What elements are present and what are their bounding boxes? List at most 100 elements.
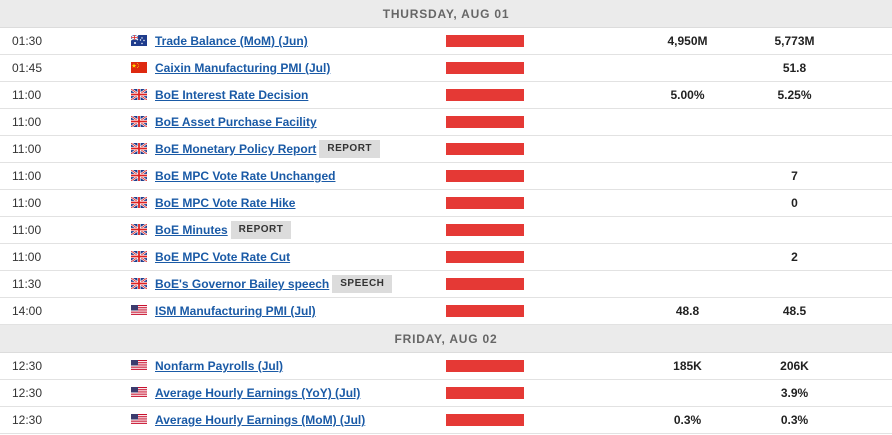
- event-name-cell: Average Hourly Earnings (YoY) (Jul): [155, 380, 360, 406]
- value-column-1: [640, 244, 735, 270]
- event-link[interactable]: BoE's Governor Bailey speech: [155, 277, 330, 291]
- event-row: 12:30 Nonfarm Payrolls (Jul) 185K 206K: [0, 353, 892, 380]
- value-column-1: 5.00%: [670, 88, 705, 102]
- event-link[interactable]: BoE MPC Vote Rate Hike: [155, 196, 296, 210]
- impact-bar: [446, 197, 524, 209]
- impact-bar: [446, 143, 524, 155]
- uk-flag-icon: [131, 278, 147, 289]
- event-name-cell: Average Hourly Earnings (MoM) (Jul): [155, 407, 365, 433]
- event-time: 11:00: [12, 196, 42, 210]
- event-name-cell: BoE MPC Vote Rate Unchanged: [155, 163, 335, 189]
- value-column-1: [640, 55, 735, 81]
- event-name-cell: BoE Asset Purchase Facility: [155, 109, 317, 135]
- uk-flag-icon: [131, 197, 147, 208]
- event-row: 01:45 Caixin Manufacturing PMI (Jul) 51.8: [0, 55, 892, 82]
- event-link[interactable]: ISM Manufacturing PMI (Jul): [155, 304, 316, 318]
- value-column-2: 5.25%: [777, 88, 812, 102]
- value-column-1: 48.8: [675, 304, 700, 318]
- cn-flag-icon: [131, 62, 147, 73]
- event-link[interactable]: BoE MPC Vote Rate Unchanged: [155, 169, 336, 183]
- event-link[interactable]: BoE Asset Purchase Facility: [155, 115, 317, 129]
- uk-flag-icon: [131, 170, 147, 181]
- event-time: 11:00: [12, 250, 42, 264]
- event-row: 14:00 ISM Manufacturing PMI (Jul) 48.8 48.5: [0, 298, 892, 325]
- impact-bar: [446, 116, 524, 128]
- uk-flag-icon: [131, 224, 147, 235]
- impact-bar: [446, 387, 524, 399]
- event-link[interactable]: Nonfarm Payrolls (Jul): [155, 359, 284, 373]
- day-header: FRIDAY, AUG 02: [0, 325, 892, 353]
- event-row: 11:00 BoE Asset Purchase Facility: [0, 109, 892, 136]
- event-link[interactable]: Trade Balance (MoM) (Jun): [155, 34, 308, 48]
- value-column-2: 206K: [780, 359, 809, 373]
- event-time: 01:45: [12, 61, 43, 75]
- event-row: 11:00 BoE Minutes REPORT: [0, 217, 892, 244]
- event-link[interactable]: BoE MPC Vote Rate Cut: [155, 250, 291, 264]
- day-header: THURSDAY, AUG 01: [0, 0, 892, 28]
- event-time: 11:00: [12, 142, 42, 156]
- impact-bar: [446, 360, 524, 372]
- value-column-1: [640, 163, 735, 189]
- value-column-1: [640, 271, 735, 297]
- impact-bar: [446, 89, 524, 101]
- value-column-1: [640, 136, 735, 162]
- event-time: 14:00: [12, 304, 43, 318]
- event-tag-button[interactable]: REPORT: [319, 140, 381, 158]
- uk-flag-icon: [131, 143, 147, 154]
- value-column-2: 0: [791, 196, 798, 210]
- event-row: 11:00 BoE MPC Vote Rate Hike 0: [0, 190, 892, 217]
- event-name-cell: BoE Interest Rate Decision: [155, 82, 308, 108]
- event-row: 11:00 BoE MPC Vote Rate Unchanged 7: [0, 163, 892, 190]
- value-column-1: 4,950M: [667, 34, 708, 48]
- impact-bar: [446, 414, 524, 426]
- impact-bar: [446, 62, 524, 74]
- event-link[interactable]: Caixin Manufacturing PMI (Jul): [155, 61, 331, 75]
- event-time: 12:30: [12, 413, 43, 427]
- us-flag-icon: [131, 305, 147, 316]
- value-column-2: 48.5: [782, 304, 807, 318]
- event-link[interactable]: BoE Minutes: [155, 223, 228, 237]
- event-link[interactable]: Average Hourly Earnings (MoM) (Jul): [155, 413, 366, 427]
- impact-bar: [446, 278, 524, 290]
- event-row: 12:30 Average Hourly Earnings (YoY) (Jul)…: [0, 380, 892, 407]
- value-column-1: 0.3%: [673, 413, 702, 427]
- event-link[interactable]: Average Hourly Earnings (YoY) (Jul): [155, 386, 361, 400]
- event-tag-button[interactable]: REPORT: [230, 221, 292, 239]
- event-time: 11:00: [12, 88, 42, 102]
- event-row: 11:30 BoE's Governor Bailey speech SPEECH: [0, 271, 892, 298]
- event-row: 12:30 Average Hourly Earnings (MoM) (Jul)…: [0, 407, 892, 434]
- event-time: 01:30: [12, 34, 43, 48]
- event-name-cell: ISM Manufacturing PMI (Jul): [155, 298, 316, 324]
- event-row: 01:30 Trade Balance (MoM) (Jun) 4,950M 5,77…: [0, 28, 892, 55]
- impact-bar: [446, 224, 524, 236]
- event-time: 11:00: [12, 115, 42, 129]
- event-row: 11:00 BoE Interest Rate Decision 5.00% 5.25…: [0, 82, 892, 109]
- event-link[interactable]: BoE Interest Rate Decision: [155, 88, 309, 102]
- uk-flag-icon: [131, 251, 147, 262]
- event-name-cell: BoE's Governor Bailey speech SPEECH: [155, 271, 393, 297]
- value-column-1: [640, 109, 735, 135]
- value-column-1: [640, 217, 735, 243]
- value-column-1: 185K: [673, 359, 702, 373]
- event-link[interactable]: BoE Monetary Policy Report: [155, 142, 317, 156]
- impact-bar: [446, 35, 524, 47]
- value-column-2: [747, 217, 842, 243]
- us-flag-icon: [131, 414, 147, 425]
- value-column-1: [640, 190, 735, 216]
- event-name-cell: BoE Minutes REPORT: [155, 217, 292, 243]
- event-row: 11:00 BoE MPC Vote Rate Cut 2: [0, 244, 892, 271]
- event-time: 11:00: [12, 223, 42, 237]
- event-time: 11:00: [12, 169, 42, 183]
- event-tag-button[interactable]: SPEECH: [332, 275, 393, 293]
- event-row: 11:00 BoE Monetary Policy Report REPORT: [0, 136, 892, 163]
- value-column-2: 7: [791, 169, 798, 183]
- value-column-2: 2: [791, 250, 798, 264]
- event-time: 12:30: [12, 359, 43, 373]
- event-name-cell: Trade Balance (MoM) (Jun): [155, 28, 308, 54]
- event-time: 11:30: [12, 277, 42, 291]
- value-column-2: 51.8: [782, 61, 807, 75]
- event-name-cell: Nonfarm Payrolls (Jul): [155, 353, 283, 379]
- value-column-2: 3.9%: [780, 386, 809, 400]
- au-flag-icon: [131, 35, 147, 46]
